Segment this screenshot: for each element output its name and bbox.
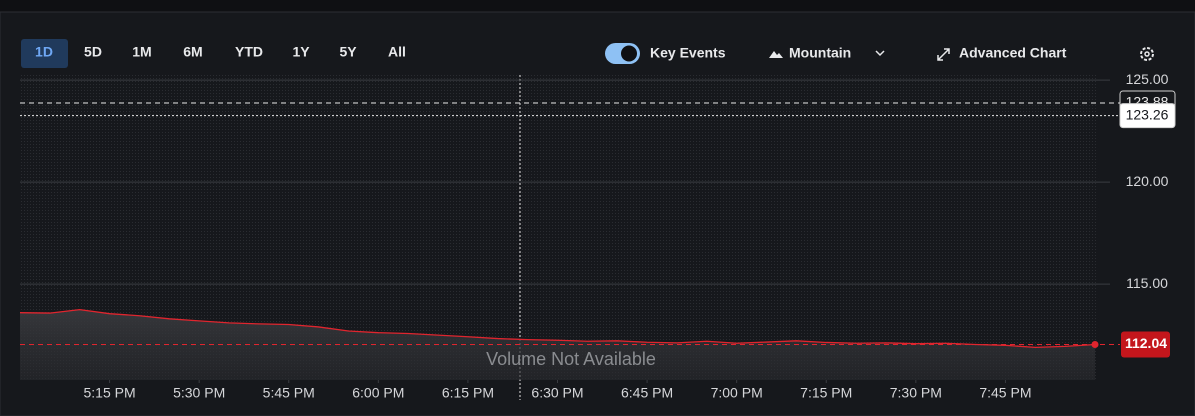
range-button[interactable]: 1M [132, 44, 151, 60]
mountain-icon [769, 51, 783, 58]
y-tick-label: 125.00 [1126, 71, 1169, 87]
x-tick-label: 5:45 PM [263, 385, 315, 401]
range-button[interactable]: 1Y [292, 44, 310, 60]
y-tick-label: 120.00 [1126, 173, 1169, 189]
chart-style[interactable]: Mountain [789, 45, 851, 61]
toggle-knob [621, 45, 637, 62]
chevron [875, 50, 885, 57]
range-button[interactable]: 1D [35, 44, 53, 60]
range-button[interactable]: All [388, 44, 406, 60]
x-tick-label: 6:15 PM [442, 385, 494, 401]
x-tick-label: 6:00 PM [352, 385, 404, 401]
expand-icon [937, 48, 950, 61]
last-price-label: 112.04 [1125, 335, 1167, 351]
settings-hub [1144, 51, 1150, 57]
y-tick-label: 115.00 [1126, 275, 1168, 291]
area-fill [20, 309, 1095, 380]
range-button[interactable]: 5Y [339, 44, 357, 60]
range-selected [21, 39, 68, 68]
reference-label-bg [1119, 103, 1176, 129]
price-line [19, 308, 1096, 349]
key-events[interactable]: Key Events [650, 45, 726, 61]
x-tick-label: 7:00 PM [711, 385, 763, 401]
x-tick-label: 6:30 PM [531, 385, 583, 401]
range-button[interactable]: 6M [183, 44, 202, 60]
range-button[interactable]: YTD [235, 44, 263, 60]
settings-icon[interactable] [1140, 47, 1154, 61]
last-price-bg [1121, 331, 1170, 358]
x-tick-label: 5:30 PM [173, 385, 225, 401]
x-tick-label: 7:45 PM [979, 385, 1031, 401]
last-price-dot [1091, 341, 1099, 349]
x-tick-label: 7:15 PM [800, 385, 852, 401]
x-tick-label: 7:30 PM [890, 385, 942, 401]
x-tick-label: 6:45 PM [621, 385, 673, 401]
x-tick-label: 5:15 PM [84, 385, 136, 401]
advanced-chart[interactable]: Advanced Chart [959, 45, 1067, 61]
volume-note: Volume Not Available [486, 349, 656, 369]
reference-label: 123.26 [1126, 106, 1169, 122]
range-button[interactable]: 5D [84, 44, 102, 60]
